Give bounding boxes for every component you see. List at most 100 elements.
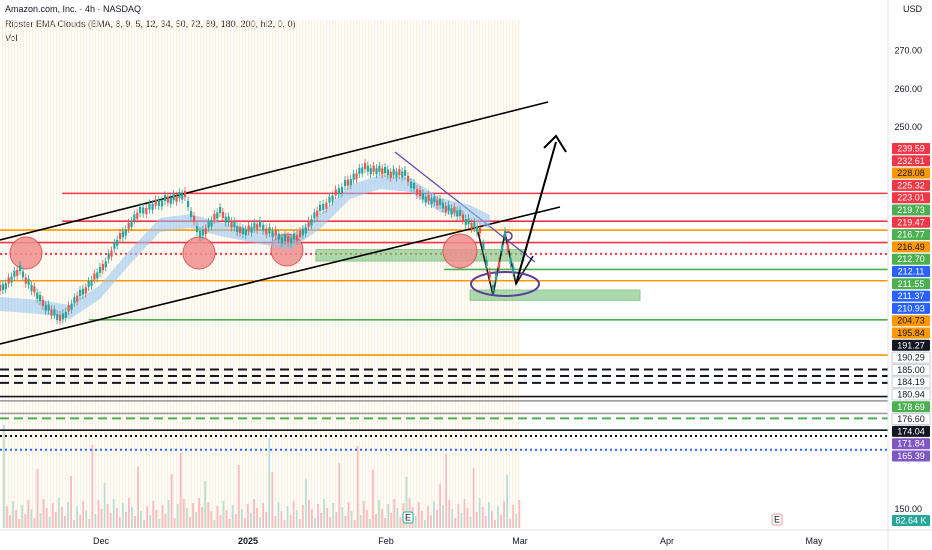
candle-body (79, 290, 82, 296)
session-stripe (503, 20, 505, 528)
session-stripe (65, 20, 67, 528)
volume-bar (161, 505, 164, 528)
candle-body (76, 295, 79, 302)
volume-bar (481, 507, 484, 528)
price-tag (892, 515, 930, 526)
volume-bar (469, 517, 472, 528)
candle-body (375, 168, 378, 175)
session-stripe (512, 20, 514, 528)
volume-bar (308, 500, 310, 528)
candle-body (280, 237, 284, 244)
session-stripe (5, 20, 7, 528)
price-tag-label: 239.59 (897, 144, 925, 154)
candle-body (407, 176, 410, 182)
volume-bar (338, 463, 341, 528)
price-tag-label: 180.94 (897, 390, 925, 400)
price-tag (892, 229, 930, 241)
session-stripe (209, 20, 211, 528)
candle-body (459, 210, 462, 216)
candle-body (151, 204, 154, 210)
volume-bar (381, 509, 383, 528)
candle-body (56, 314, 59, 321)
volume-bar (21, 505, 24, 528)
arrow-head (543, 134, 567, 153)
volume-bar (112, 499, 115, 528)
volume-bar (478, 498, 481, 528)
volume-bar (234, 514, 237, 528)
session-stripe (80, 20, 82, 528)
price-tick-label: 150.00 (894, 504, 922, 514)
session-stripe (332, 20, 334, 528)
volume-bar (51, 503, 54, 528)
price-tag-label: 232.61 (897, 156, 925, 166)
session-stripe (446, 20, 448, 528)
volume-bar (304, 479, 307, 528)
candle-body (398, 169, 401, 176)
volume-bar (372, 470, 374, 528)
volume-bar (149, 515, 152, 528)
session-stripe (335, 20, 337, 528)
candle-body (172, 194, 175, 201)
session-stripe (365, 20, 367, 528)
session-stripe (140, 20, 142, 528)
session-stripe (239, 20, 241, 528)
time-axis: Dec 2025 Feb Mar Apr May E E (0, 511, 932, 546)
session-stripe (152, 20, 154, 528)
price-tag (892, 290, 930, 302)
volume-bar (454, 518, 457, 528)
candle-body (154, 199, 157, 206)
candle-body (301, 229, 305, 236)
volume-bar (259, 517, 261, 528)
session-stripe (212, 20, 214, 528)
candle-body (157, 200, 160, 206)
session-stripe (353, 20, 355, 528)
session-stripe (350, 20, 352, 528)
candle-body (413, 183, 416, 189)
volume-bar (399, 517, 402, 528)
session-stripe (29, 20, 31, 528)
candle-body (44, 304, 47, 311)
candle-body (495, 273, 498, 280)
time-tick-label: Apr (660, 536, 674, 546)
volume-bar (472, 468, 475, 528)
candle-body (284, 235, 287, 241)
candle-body (453, 206, 456, 213)
candle-body (142, 207, 145, 214)
session-stripe (344, 20, 346, 528)
candle-body (256, 223, 259, 230)
session-stripe (377, 20, 379, 528)
volume-bar (131, 507, 133, 528)
candle-body (467, 218, 470, 225)
highlight-circle (9, 236, 43, 270)
price-tag-label: 211.55 (898, 279, 925, 289)
session-stripe (32, 20, 34, 528)
session-stripe (107, 20, 109, 528)
session-stripe (173, 20, 175, 528)
indicator-legend[interactable]: Ripster EMA Clouds (EMA, 8, 9, 5, 12, 34… (5, 19, 296, 29)
session-stripe (491, 20, 493, 528)
session-stripe (473, 20, 475, 528)
volume-bar (201, 507, 204, 528)
session-stripe (305, 20, 307, 528)
session-stripe (407, 20, 409, 528)
volume-bar (195, 512, 197, 528)
volume-bar (186, 508, 188, 528)
candle-body (447, 204, 450, 211)
currency-label[interactable]: USD (902, 4, 922, 14)
volume-bar (73, 520, 75, 528)
volume-bar (451, 509, 454, 528)
session-stripe (146, 20, 148, 528)
volume-bar (362, 501, 365, 528)
volume-bar (448, 500, 451, 528)
session-stripe (98, 20, 100, 528)
session-stripe (347, 20, 349, 528)
session-stripe (404, 20, 406, 528)
price-tag-label: 82.64 K (895, 516, 926, 526)
candle-body (169, 197, 172, 204)
candle-body (39, 295, 42, 301)
candle-body (27, 278, 30, 285)
candle-body (166, 196, 170, 203)
candle-body (64, 311, 67, 318)
candle-body (41, 299, 45, 306)
